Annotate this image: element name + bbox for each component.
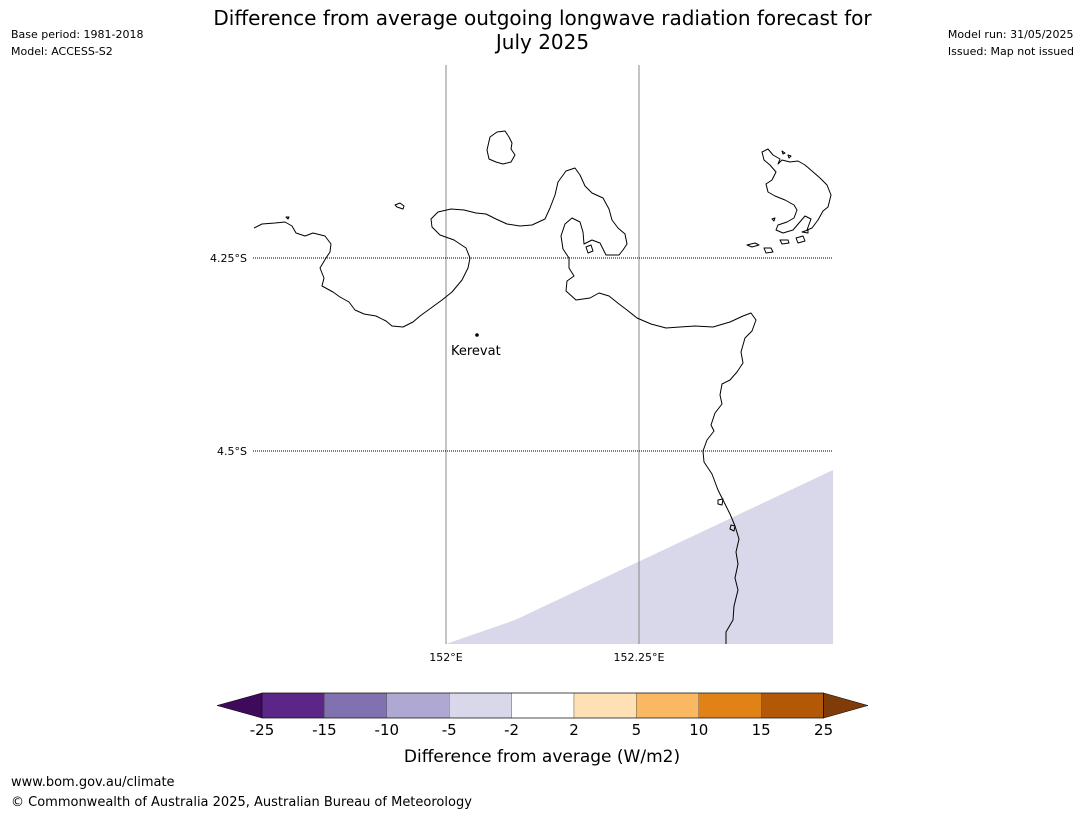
coastline-islet-east8: [787, 154, 792, 159]
lon-label-152-25e: 152.25°E: [614, 651, 665, 664]
map-title: Difference from average outgoing longwav…: [0, 6, 1085, 54]
coastline-islet-small: [285, 216, 290, 220]
model-run-text: Model run: 31/05/2025: [947, 28, 1074, 41]
colorbar-segment: [261, 692, 325, 719]
coastline-islet: [394, 202, 405, 210]
coastline-islet-east6: [771, 217, 776, 222]
issued-text: Issued: Map not issued: [947, 45, 1074, 58]
colorbar-tick: 5: [632, 721, 642, 739]
coastline-islet-east1: [746, 242, 760, 248]
colorbar-extend-high: [823, 692, 869, 719]
meta-left: Base period: 1981-2018 Model: ACCESS-S2: [11, 26, 143, 60]
colorbar-tick: -15: [312, 721, 337, 739]
colorbar-segment: [636, 692, 700, 719]
map-title-line2: July 2025: [495, 30, 590, 54]
lat-label-4-25s: 4.25°S: [210, 252, 247, 265]
lat-label-4-5s: 4.5°S: [217, 445, 247, 458]
coastline-islet-south2: [729, 524, 736, 532]
coastline-duke-of-york: [761, 148, 832, 234]
colorbar-label: Difference from average (W/m2): [404, 747, 680, 767]
anomaly-region: [446, 470, 833, 644]
kerevat-marker: [475, 333, 479, 337]
coastline-islet-east7: [781, 150, 786, 155]
model-text: Model: ACCESS-S2: [11, 45, 113, 58]
coastline-islet-inner: [585, 244, 594, 254]
footer-copyright: © Commonwealth of Australia 2025, Austra…: [11, 795, 472, 810]
colorbar-tick: 25: [814, 721, 833, 739]
meta-right: Model run: 31/05/2025 Issued: Map not is…: [948, 26, 1074, 60]
colorbar-tick: -5: [442, 721, 457, 739]
colorbar-segment: [324, 692, 387, 719]
coastline-island-north: [486, 130, 516, 165]
colorbar-segment: [449, 692, 512, 719]
colorbar-segment: [573, 692, 637, 719]
colorbar-segment: [761, 692, 824, 719]
colorbar-tick: 2: [569, 721, 579, 739]
lon-label-152e: 152°E: [429, 651, 462, 664]
colorbar-tick: 15: [752, 721, 771, 739]
map-title-line1: Difference from average outgoing longwav…: [213, 6, 872, 30]
colorbar-tick: -2: [504, 721, 519, 739]
colorbar: -25 -15 -10 -5 -2 2 5 10 15 25 Differenc…: [216, 692, 869, 767]
colorbar-tick: -10: [375, 721, 400, 739]
colorbar-outline: [261, 692, 824, 719]
coastline-islet-east4: [795, 235, 806, 244]
colorbar-tick: -25: [250, 721, 275, 739]
base-period-text: Base period: 1981-2018: [11, 28, 144, 41]
colorbar-extend-low: [216, 692, 263, 719]
colorbar-segment: [698, 692, 762, 719]
footer-website: www.bom.gov.au/climate: [11, 775, 175, 790]
colorbar-tick: 10: [689, 721, 708, 739]
coastline-main: [253, 167, 757, 644]
coastline-islet-east2: [763, 247, 774, 254]
coastline-islet-east3: [779, 239, 790, 245]
colorbar-segment: [511, 692, 575, 719]
coastline-islet-south1: [717, 498, 724, 506]
colorbar-segment: [386, 692, 450, 719]
coastline-islet-east5: [801, 229, 809, 234]
place-label-kerevat: Kerevat: [451, 344, 501, 359]
